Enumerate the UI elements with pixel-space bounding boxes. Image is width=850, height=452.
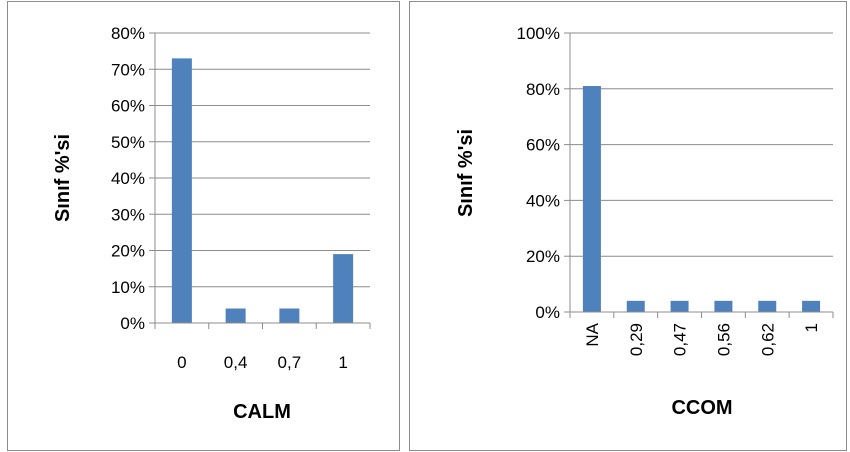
chart-2-y-axis-title: Sınıf %'si	[455, 129, 477, 217]
bar	[758, 300, 777, 312]
chart-1-bars	[171, 58, 354, 323]
y-tick-label: 20%	[526, 247, 560, 266]
y-tick-label: 40%	[526, 191, 560, 210]
y-tick-label: 80%	[526, 80, 560, 99]
x-tick-label: 0,47	[671, 323, 690, 356]
bar	[225, 308, 246, 323]
chart-2: 0% 20% 40% 60% 80% 100% NA 0,29 0,47 0,56 0,62 1 C…	[409, 1, 847, 451]
chart-2-ytick-labels: 0% 20% 40% 60% 80% 100%	[517, 24, 560, 322]
y-tick-label: 80%	[111, 24, 145, 43]
y-tick-label: 0%	[120, 314, 145, 333]
x-tick-label: 0,4	[224, 353, 248, 372]
x-tick-label: 0,7	[278, 353, 302, 372]
y-tick-label: 60%	[526, 136, 560, 155]
y-tick-label: 60%	[111, 97, 145, 116]
y-tick-label: 20%	[111, 242, 145, 261]
y-tick-label: 100%	[517, 24, 560, 43]
bar	[171, 58, 192, 323]
chart-2-gridlines	[564, 32, 834, 318]
bar	[582, 86, 601, 312]
chart-1-ytick-labels: 0% 10% 20% 30% 40% 50% 60% 70% 80%	[111, 24, 145, 333]
bar	[670, 300, 689, 312]
chart-1-y-axis-title: Sınıf %'si	[52, 134, 74, 222]
y-tick-label: 70%	[111, 60, 145, 79]
chart-1-xtick-labels: 0 0,4 0,7 1	[177, 353, 348, 372]
chart-1-x-axis-title: CALM	[233, 401, 291, 423]
bar	[333, 254, 354, 323]
x-tick-label: 0,56	[714, 323, 733, 356]
x-tick-label: 0,62	[758, 323, 777, 356]
y-tick-label: 50%	[111, 133, 145, 152]
x-tick-label: 0	[177, 353, 186, 372]
y-tick-label: 0%	[535, 303, 560, 322]
y-tick-label: 40%	[111, 169, 145, 188]
chart-1-frame	[7, 1, 400, 451]
chart-2-xtick-labels: NA 0,29 0,47 0,56 0,62 1	[583, 322, 821, 356]
x-tick-label: 1	[338, 353, 347, 372]
chart-1: 0% 10% 20% 30% 40% 50% 60% 70% 80% 0 0,4 0,7 1 CALM…	[7, 1, 400, 451]
y-tick-label: 30%	[111, 205, 145, 224]
bar	[626, 300, 645, 312]
chart-2-frame	[409, 1, 847, 451]
chart-2-bars	[582, 86, 821, 312]
bar	[279, 308, 300, 323]
y-tick-label: 10%	[111, 278, 145, 297]
x-tick-label: 1	[802, 323, 821, 332]
bar	[714, 300, 733, 312]
x-tick-label: 0,29	[627, 323, 646, 356]
x-tick-label: NA	[583, 322, 602, 346]
chart-2-x-axis-title: CCOM	[671, 397, 732, 419]
bar	[802, 300, 821, 312]
